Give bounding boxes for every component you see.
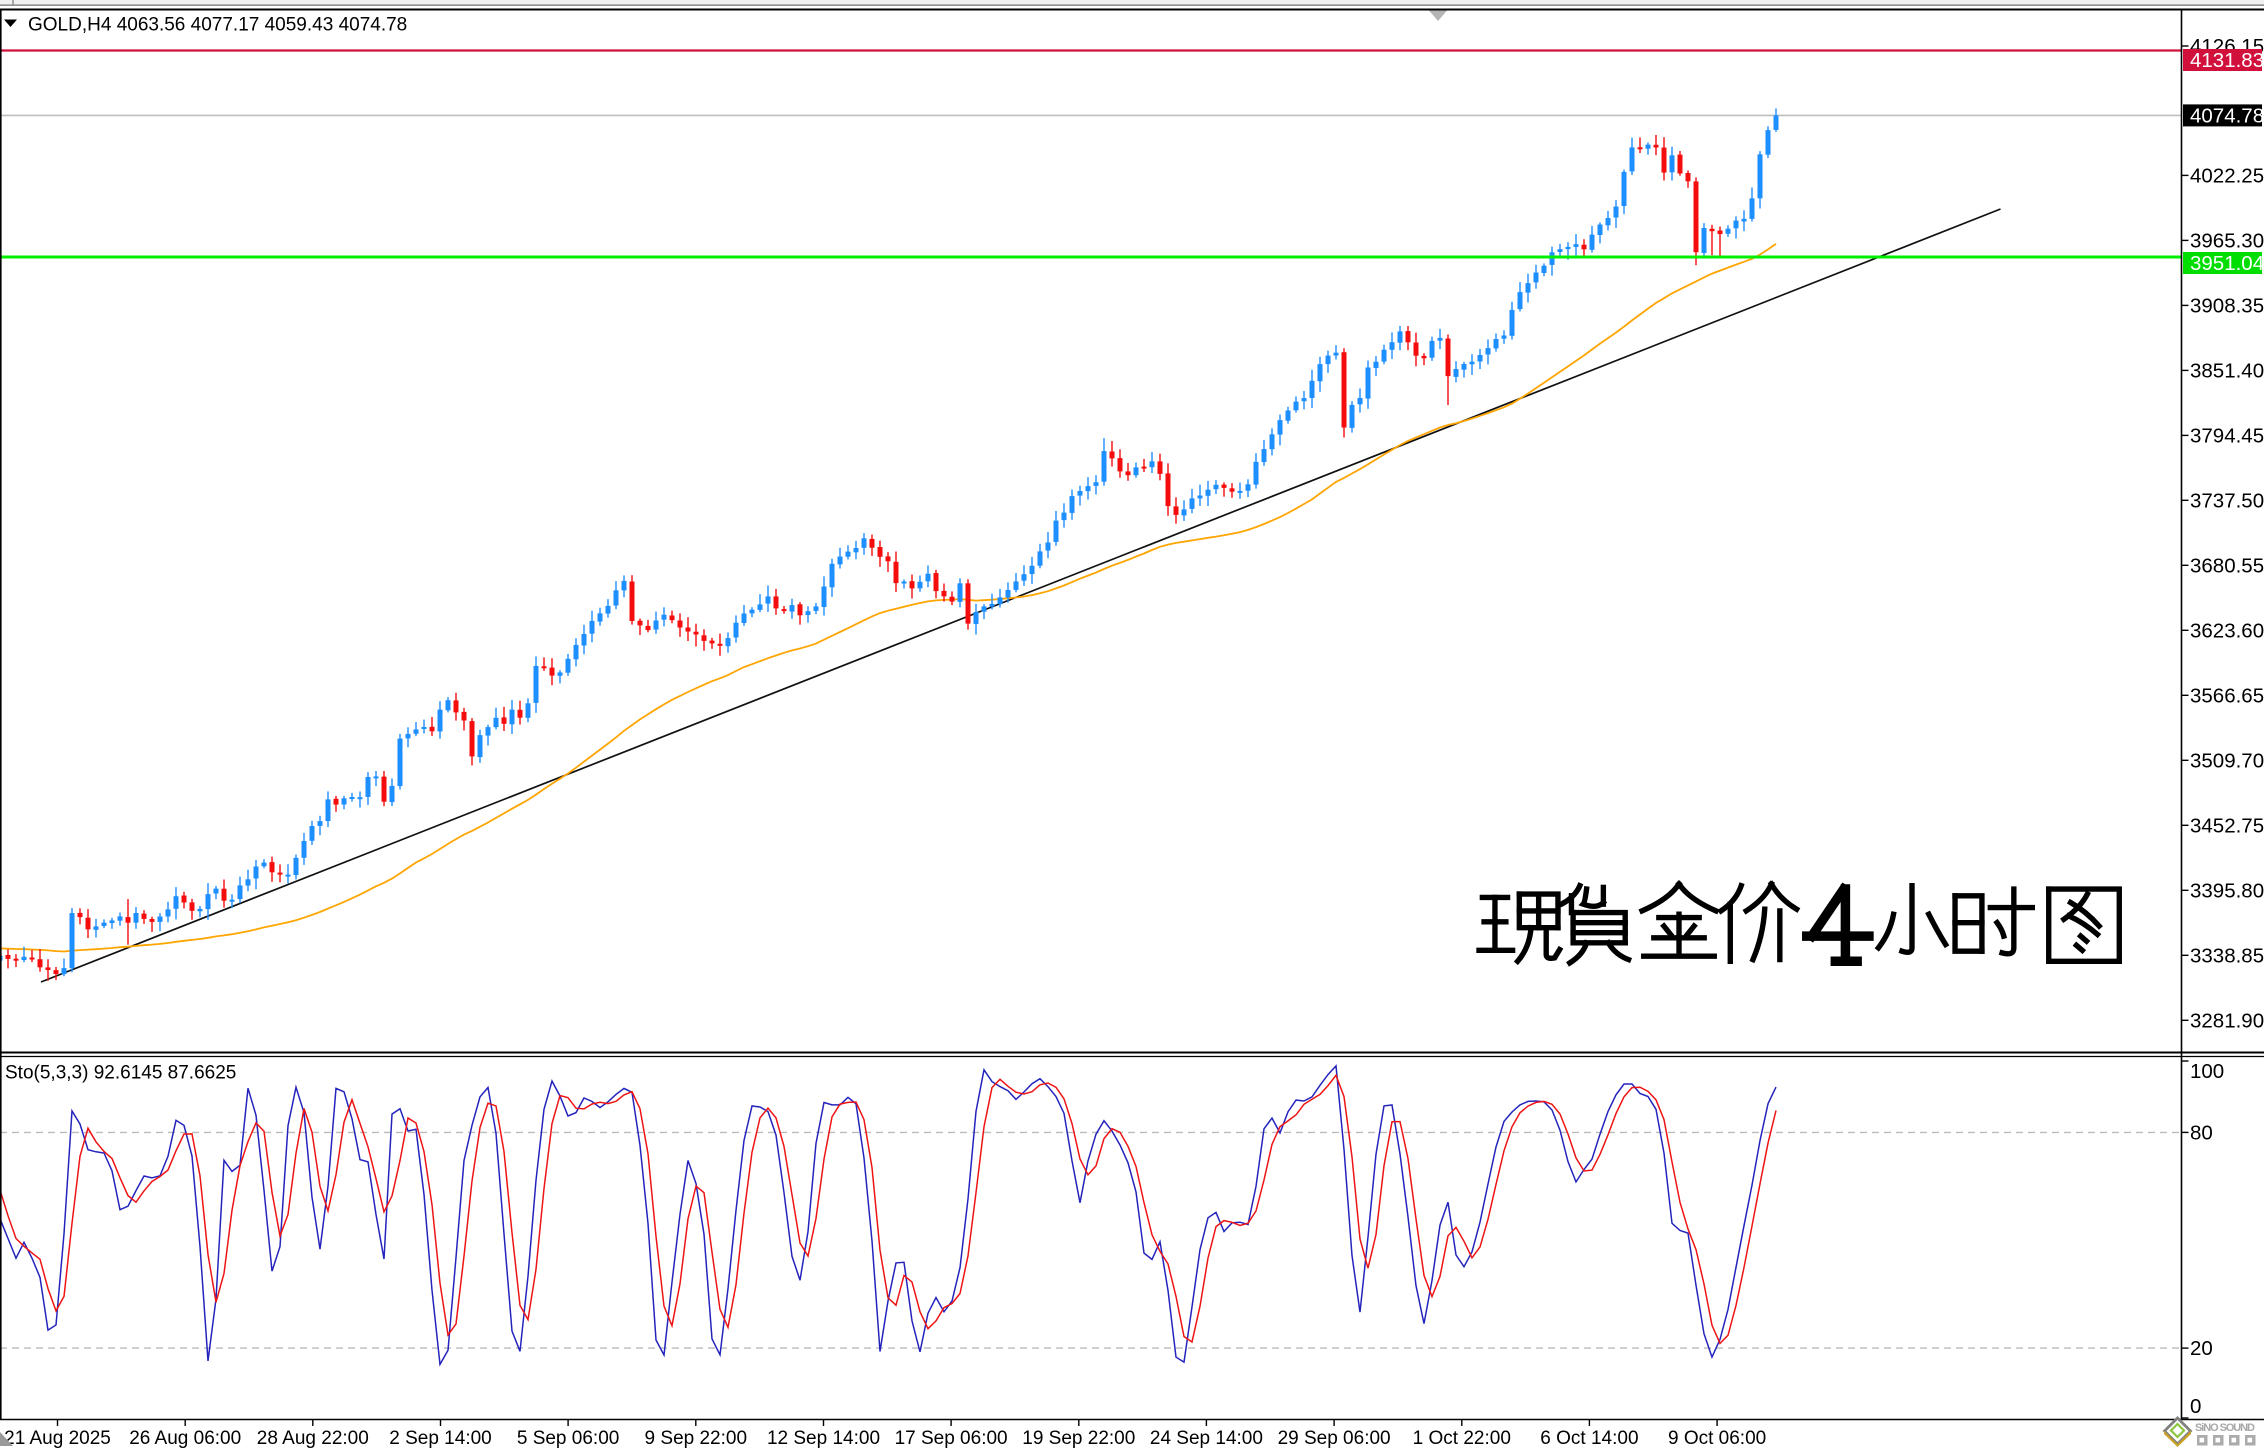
- svg-text:26 Aug 06:00: 26 Aug 06:00: [129, 1428, 241, 1449]
- svg-text:80: 80: [2190, 1121, 2213, 1144]
- svg-text:3737.50: 3737.50: [2190, 489, 2264, 512]
- svg-text:3794.45: 3794.45: [2190, 424, 2264, 447]
- svg-text:4074.78: 4074.78: [2190, 104, 2264, 127]
- svg-text:3452.75: 3452.75: [2190, 814, 2264, 837]
- svg-text:2 Sep 14:00: 2 Sep 14:00: [389, 1428, 491, 1449]
- svg-text:Sto(5,3,3) 92.6145 87.6625: Sto(5,3,3) 92.6145 87.6625: [5, 1063, 236, 1084]
- svg-text:3395.80: 3395.80: [2190, 879, 2264, 902]
- svg-text:21 Aug 2025: 21 Aug 2025: [4, 1428, 111, 1449]
- svg-text:20: 20: [2190, 1337, 2213, 1360]
- svg-text:12 Sep 14:00: 12 Sep 14:00: [767, 1428, 880, 1449]
- svg-text:0: 0: [2190, 1395, 2201, 1418]
- svg-text:5 Sep 06:00: 5 Sep 06:00: [517, 1428, 619, 1449]
- svg-text:3680.55: 3680.55: [2190, 554, 2264, 577]
- svg-text:28 Aug 22:00: 28 Aug 22:00: [257, 1428, 369, 1449]
- svg-text:3338.85: 3338.85: [2190, 944, 2264, 967]
- svg-text:9 Oct 06:00: 9 Oct 06:00: [1668, 1428, 1766, 1449]
- svg-text:3965.30: 3965.30: [2190, 229, 2264, 252]
- svg-text:3623.60: 3623.60: [2190, 619, 2264, 642]
- svg-text:29 Sep 06:00: 29 Sep 06:00: [1278, 1428, 1391, 1449]
- svg-text:3509.70: 3509.70: [2190, 749, 2264, 772]
- svg-text:3566.65: 3566.65: [2190, 684, 2264, 707]
- svg-text:4131.83: 4131.83: [2190, 49, 2264, 72]
- svg-text:24 Sep 14:00: 24 Sep 14:00: [1150, 1428, 1263, 1449]
- svg-text:1 Oct 22:00: 1 Oct 22:00: [1413, 1428, 1511, 1449]
- svg-text:6 Oct 14:00: 6 Oct 14:00: [1540, 1428, 1638, 1449]
- svg-text:3281.90: 3281.90: [2190, 1009, 2264, 1032]
- svg-text:3851.40: 3851.40: [2190, 359, 2264, 382]
- svg-text:SiNO SOUND: SiNO SOUND: [2195, 1422, 2255, 1434]
- svg-text:19 Sep 22:00: 19 Sep 22:00: [1022, 1428, 1135, 1449]
- svg-text:4022.25: 4022.25: [2190, 164, 2264, 187]
- svg-text:3951.04: 3951.04: [2190, 252, 2264, 275]
- svg-text:GOLD,H4 4063.56 4077.17 4059.: GOLD,H4 4063.56 4077.17 4059.43 4074.78: [28, 15, 407, 36]
- svg-text:100: 100: [2190, 1060, 2224, 1083]
- svg-text:3908.35: 3908.35: [2190, 294, 2264, 317]
- svg-text:17 Sep 06:00: 17 Sep 06:00: [895, 1428, 1008, 1449]
- svg-text:9 Sep 22:00: 9 Sep 22:00: [645, 1428, 747, 1449]
